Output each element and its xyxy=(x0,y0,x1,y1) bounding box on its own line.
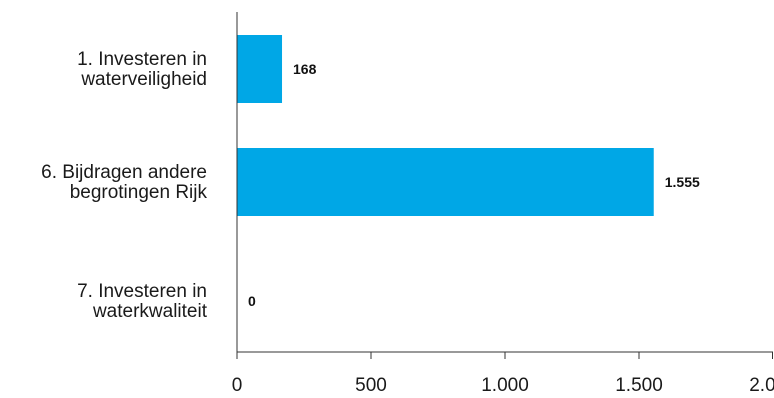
bars-group xyxy=(237,35,654,216)
category-label-line: begrotingen Rijk xyxy=(70,182,208,203)
x-tick-label-2: 1.000 xyxy=(481,375,529,396)
x-tick-label-0: 0 xyxy=(232,375,243,396)
category-label-line: 7. Investeren in xyxy=(77,281,207,302)
x-tick-label-1: 500 xyxy=(355,375,387,396)
value-label-3: 0 xyxy=(248,293,256,309)
value-label-2: 1.555 xyxy=(665,174,700,190)
category-labels-group: 1. Investeren in waterveiligheid 6. Bijdra… xyxy=(41,49,208,322)
value-labels-group: 168 1.555 0 xyxy=(248,61,700,309)
x-ticks-group: 0 500 1.000 1.500 2.000 xyxy=(232,352,774,396)
category-label-line: waterkwaliteit xyxy=(92,301,208,322)
x-tick-label-4: 2.000 xyxy=(749,375,774,396)
bar-1 xyxy=(237,35,283,103)
category-label-line: 1. Investeren in xyxy=(77,49,207,70)
category-label-3: 7. Investeren in waterkwaliteit xyxy=(77,281,208,322)
category-label-line: waterveiligheid xyxy=(80,69,207,90)
category-label-1: 1. Investeren in waterveiligheid xyxy=(77,49,207,90)
x-tick-label-3: 1.500 xyxy=(615,375,663,396)
value-label-1: 168 xyxy=(293,61,317,77)
category-label-line: 6. Bijdragen andere xyxy=(41,162,207,183)
bar-2 xyxy=(237,148,654,216)
category-label-2: 6. Bijdragen andere begrotingen Rijk xyxy=(41,162,207,203)
